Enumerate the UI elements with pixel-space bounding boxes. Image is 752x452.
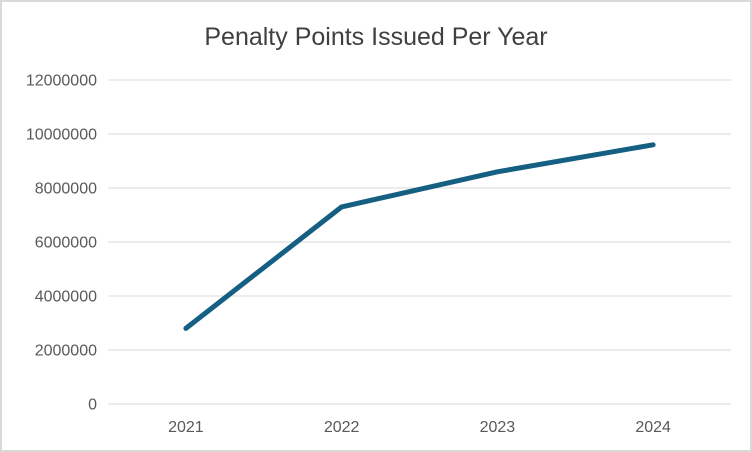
y-axis-tick-label: 2000000 (35, 343, 97, 360)
y-axis-tick-label: 4000000 (35, 289, 97, 306)
data-line (183, 142, 656, 331)
x-axis-tick-label: 2024 (635, 419, 671, 436)
y-axis-tick-label: 10000000 (26, 127, 97, 144)
x-axis-tick-label: 2021 (168, 419, 204, 436)
y-axis-tick-label: 6000000 (35, 235, 97, 252)
chart-title: Penalty Points Issued Per Year (204, 23, 548, 51)
y-axis-tick-label: 12000000 (26, 73, 97, 90)
x-axis-tick-label: 2022 (324, 419, 360, 436)
x-axis-tick-label: 2023 (480, 419, 516, 436)
y-axis-tick-label: 8000000 (35, 181, 97, 198)
y-axis-tick-label: 0 (88, 397, 97, 414)
